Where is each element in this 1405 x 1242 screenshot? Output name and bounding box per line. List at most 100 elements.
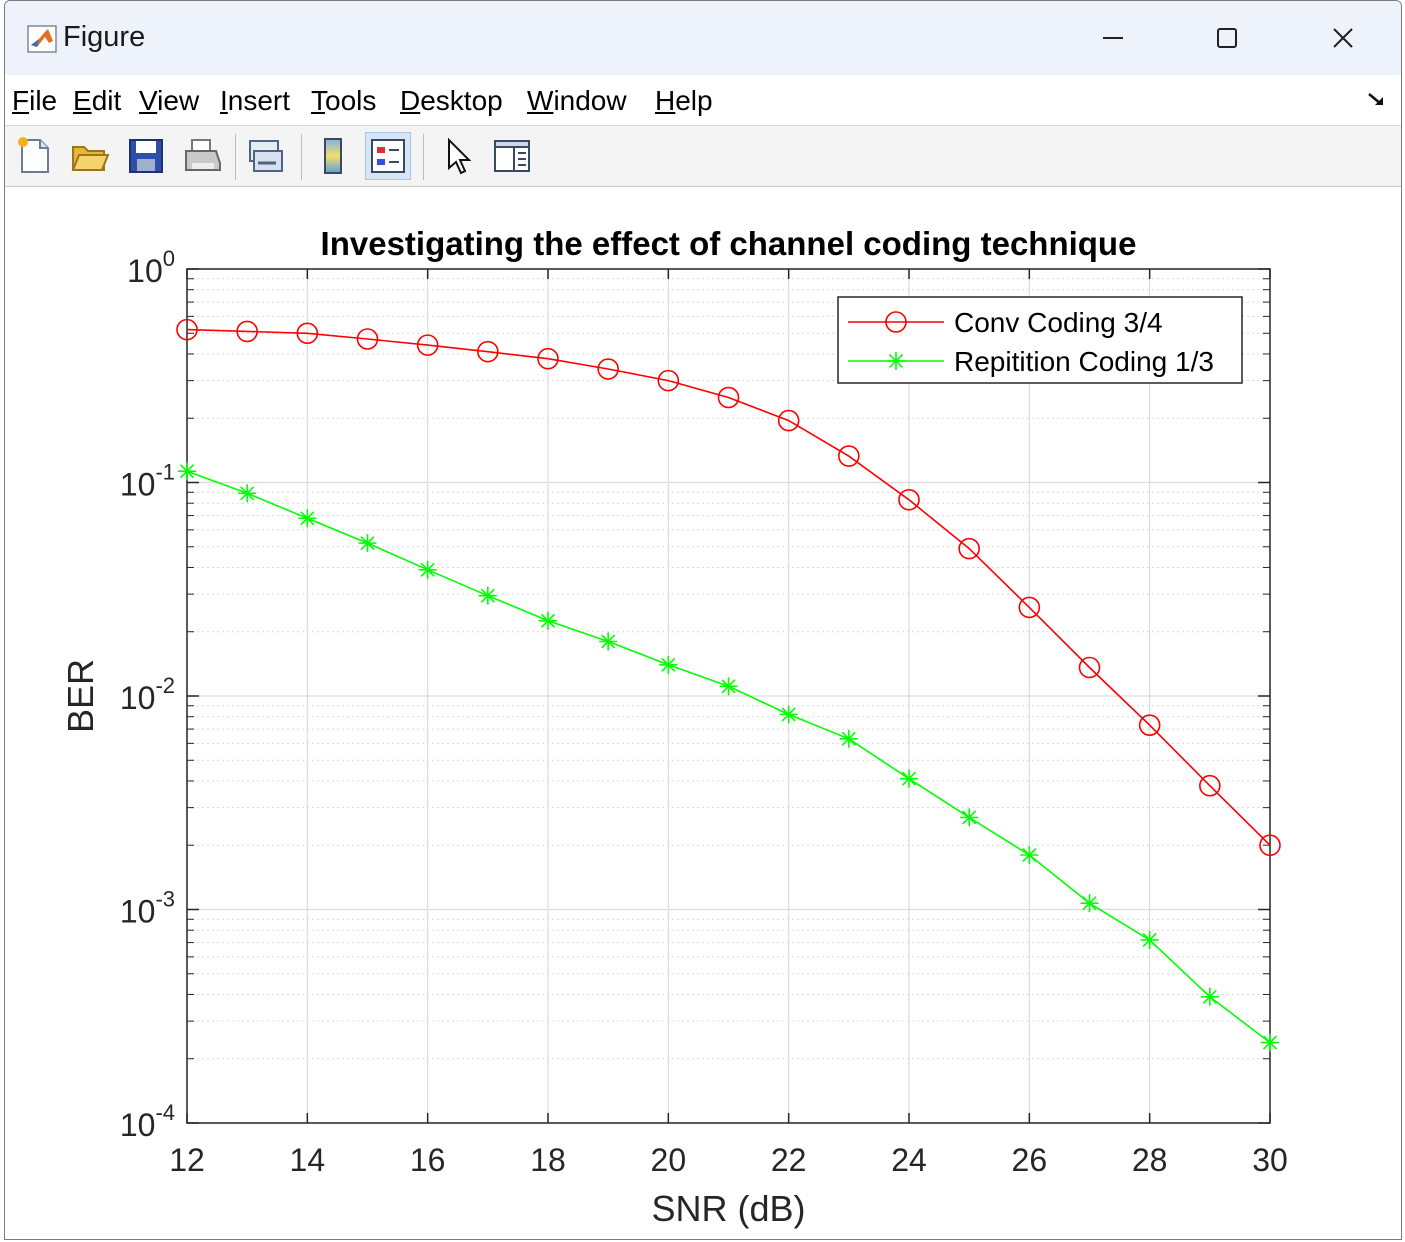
data-point-circle (597, 358, 619, 380)
menu-tools[interactable]: Tools (311, 85, 377, 116)
legend-box (837, 296, 1243, 384)
y-tick-label: 10-4 (120, 1100, 175, 1143)
asterisk-stroke (721, 679, 736, 694)
minor-gridlines (187, 278, 1270, 1060)
data-point-circle (1259, 834, 1281, 857)
x-tick-label: 14 (290, 1142, 326, 1178)
data-point-asterisk (358, 534, 377, 553)
asterisk-stroke (781, 707, 796, 722)
data-point-asterisk (1200, 987, 1219, 1006)
maximize-icon (1217, 28, 1237, 48)
asterisk-stroke (540, 613, 556, 628)
data-point-asterisk (779, 705, 798, 724)
legend-button[interactable] (365, 132, 411, 180)
colorbar-icon (324, 138, 342, 174)
x-tick-label: 12 (169, 1142, 205, 1178)
x-tick-label: 24 (891, 1142, 927, 1178)
matlab-logo-icon (27, 25, 57, 53)
series-layer (176, 318, 1281, 1052)
data-point-asterisk (178, 462, 196, 481)
x-tick-label: 28 (1132, 1142, 1168, 1178)
y-tick-labels: 100 10-1 10-2 10-3 10-4 (120, 246, 175, 1143)
menu-view[interactable]: View (139, 85, 200, 116)
property-inspector-icon (494, 140, 530, 172)
data-point-asterisk (599, 632, 618, 651)
legend-label: Conv Coding 3/4 (954, 307, 1163, 338)
y-tick-label: 100 (127, 246, 175, 289)
maximize-button[interactable] (1197, 15, 1257, 61)
dock-arrow-icon[interactable] (1367, 91, 1389, 109)
series-conv-coding (176, 318, 1281, 857)
menu-bar: File Edit View Insert Tools Desktop Wind… (5, 75, 1401, 125)
asterisk-stroke (1022, 847, 1037, 863)
data-point-circle (537, 347, 559, 370)
menu-help[interactable]: Help (655, 85, 713, 116)
legend[interactable]: Conv Coding 3/4 Repitition Coding 1/3 (837, 296, 1243, 384)
save-button[interactable] (123, 132, 169, 180)
asterisk-stroke (420, 562, 435, 577)
toolbar-separator (301, 134, 302, 180)
close-button[interactable] (1313, 15, 1373, 61)
menu-insert[interactable]: Insert (220, 85, 291, 116)
asterisk-stroke (1142, 932, 1157, 948)
asterisk-stroke (888, 353, 904, 369)
data-point-asterisk (1140, 930, 1159, 949)
menu-file[interactable]: File (12, 85, 58, 116)
data-point-circle (1018, 596, 1041, 619)
asterisk-stroke (901, 771, 917, 786)
title-bar: Figure (5, 1, 1401, 75)
toolbar-separator (235, 134, 236, 180)
colorbar-button[interactable] (311, 132, 357, 180)
toolbar-separator (423, 134, 424, 180)
save-icon (129, 139, 163, 173)
data-point-circle (717, 386, 740, 409)
x-tick-labels: 12 14 16 18 20 22 24 26 28 30 (169, 1142, 1288, 1178)
data-point-circle (1078, 656, 1101, 679)
asterisk-stroke (300, 511, 315, 526)
menu-window[interactable]: Window (527, 85, 627, 116)
menu-edit[interactable]: Edit (73, 85, 122, 116)
close-icon (1333, 28, 1353, 48)
y-tick-label: 10-3 (120, 887, 175, 930)
asterisk-stroke (661, 657, 676, 672)
data-point-asterisk (418, 560, 437, 579)
data-point-circle (1199, 774, 1221, 797)
data-point-asterisk (887, 352, 905, 370)
data-point-asterisk (298, 509, 317, 528)
data-point-asterisk (1080, 894, 1099, 913)
menu-desktop[interactable]: Desktop (400, 85, 503, 116)
ber-chart: Investigating the effect of channel codi… (60, 225, 1288, 1229)
new-figure-icon (18, 137, 49, 173)
edit-plot-button[interactable] (435, 132, 481, 180)
series-line (186, 328, 1271, 846)
data-point-circle (657, 369, 680, 392)
link-plot-button[interactable] (243, 132, 289, 180)
data-point-asterisk (839, 729, 858, 748)
open-file-icon (71, 146, 110, 171)
data-point-circle (958, 537, 980, 560)
data-point-circle (176, 318, 198, 341)
asterisk-stroke (240, 486, 255, 501)
asterisk-stroke (962, 810, 977, 825)
figure-canvas: Investigating the effect of channel codi… (5, 187, 1401, 1239)
asterisk-stroke (601, 634, 616, 649)
series-repitition-coding (178, 462, 1279, 1052)
data-point-asterisk (238, 484, 257, 503)
data-point-circle (885, 311, 907, 333)
minimize-button[interactable] (1083, 15, 1143, 61)
data-point-circle (1138, 714, 1161, 736)
data-point-asterisk (900, 769, 918, 788)
asterisk-stroke (841, 731, 856, 746)
open-file-button[interactable] (67, 132, 113, 180)
data-point-asterisk (539, 611, 557, 630)
print-button[interactable] (179, 132, 225, 180)
legend-icon (371, 139, 405, 173)
data-point-circle (838, 445, 860, 467)
property-inspector-button[interactable] (489, 132, 535, 180)
minimize-icon (1103, 37, 1123, 39)
data-point-circle (477, 340, 499, 363)
new-figure-button[interactable] (11, 132, 57, 180)
x-tick-label: 20 (651, 1142, 687, 1178)
edit-plot-cursor-icon (448, 137, 472, 175)
window-title: Figure (63, 21, 146, 53)
